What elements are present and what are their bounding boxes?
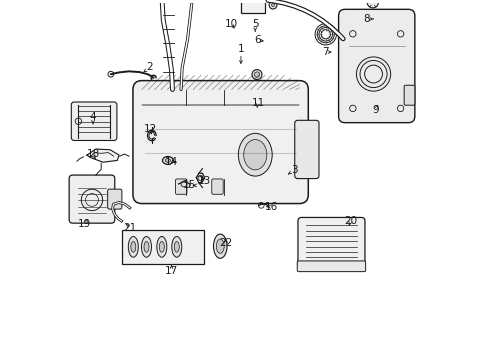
Polygon shape <box>87 149 119 162</box>
Ellipse shape <box>157 237 166 257</box>
Ellipse shape <box>238 133 272 176</box>
FancyBboxPatch shape <box>294 120 318 179</box>
Ellipse shape <box>216 239 224 253</box>
Text: 19: 19 <box>78 219 91 229</box>
Ellipse shape <box>271 4 274 6</box>
Ellipse shape <box>131 242 136 252</box>
Text: 10: 10 <box>224 19 237 29</box>
Text: 20: 20 <box>344 216 357 226</box>
FancyBboxPatch shape <box>122 230 204 264</box>
Text: 7: 7 <box>322 47 328 57</box>
Text: 4: 4 <box>89 112 96 122</box>
Ellipse shape <box>143 242 149 252</box>
Ellipse shape <box>174 242 179 252</box>
Ellipse shape <box>366 0 378 8</box>
Text: 2: 2 <box>146 62 153 72</box>
Text: 18: 18 <box>86 149 100 159</box>
Ellipse shape <box>243 140 266 170</box>
FancyBboxPatch shape <box>69 175 115 223</box>
FancyBboxPatch shape <box>297 261 365 272</box>
FancyBboxPatch shape <box>404 85 414 105</box>
Text: 21: 21 <box>123 223 136 233</box>
Text: 5: 5 <box>251 19 258 29</box>
Text: 12: 12 <box>143 125 156 134</box>
Ellipse shape <box>162 157 173 165</box>
FancyBboxPatch shape <box>241 0 264 13</box>
Ellipse shape <box>268 1 276 9</box>
FancyBboxPatch shape <box>71 102 117 140</box>
Text: 8: 8 <box>362 14 369 24</box>
Text: 22: 22 <box>219 238 232 248</box>
Text: 9: 9 <box>371 105 378 115</box>
Text: 6: 6 <box>254 35 261 45</box>
FancyBboxPatch shape <box>175 179 186 194</box>
Ellipse shape <box>251 69 262 80</box>
Text: 17: 17 <box>164 266 178 276</box>
FancyBboxPatch shape <box>211 179 223 194</box>
Text: 1: 1 <box>237 44 244 54</box>
Ellipse shape <box>254 72 259 77</box>
Text: 14: 14 <box>164 157 178 167</box>
Ellipse shape <box>141 237 151 257</box>
FancyBboxPatch shape <box>107 189 122 209</box>
Ellipse shape <box>171 237 182 257</box>
Text: 11: 11 <box>251 98 264 108</box>
Text: 13: 13 <box>198 176 211 186</box>
Text: 16: 16 <box>264 202 277 212</box>
Text: 15: 15 <box>182 180 196 190</box>
Ellipse shape <box>128 237 138 257</box>
Ellipse shape <box>165 159 170 162</box>
FancyBboxPatch shape <box>338 9 414 123</box>
Ellipse shape <box>213 234 226 258</box>
FancyBboxPatch shape <box>297 217 364 267</box>
Ellipse shape <box>159 242 164 252</box>
FancyBboxPatch shape <box>133 81 307 203</box>
Text: 3: 3 <box>290 165 297 175</box>
